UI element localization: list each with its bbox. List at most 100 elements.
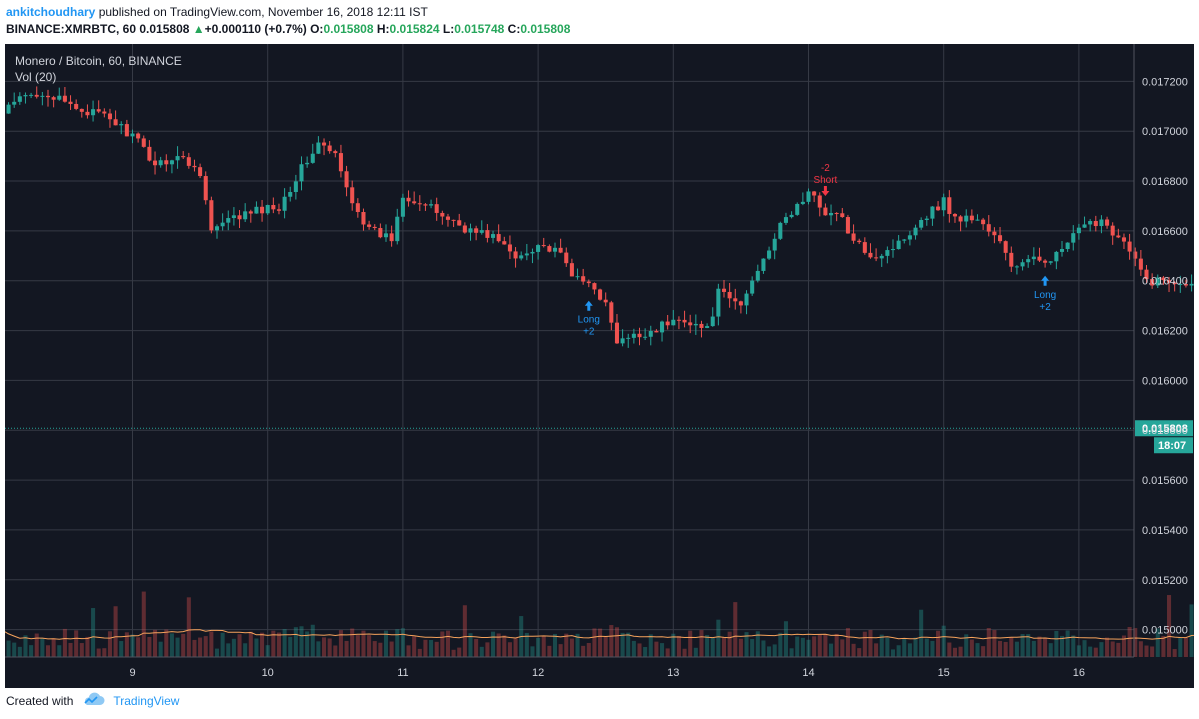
candle-body xyxy=(293,181,298,193)
candle-body xyxy=(1059,249,1065,252)
volume-bar xyxy=(767,646,772,657)
volume-bar xyxy=(322,637,327,657)
y-tick-label: 0.015400 xyxy=(1142,525,1188,537)
created-with-text: Created with xyxy=(6,693,74,708)
x-tick-label: 9 xyxy=(129,667,135,679)
candle-body xyxy=(874,257,879,259)
price-axis[interactable]: 0.015000 0.015200 0.015400 0.015600 0.015800… xyxy=(1133,44,1188,657)
volume-bar xyxy=(169,633,174,657)
volume-bar xyxy=(1116,642,1121,657)
candle-body xyxy=(851,233,856,241)
volume-bar xyxy=(1031,640,1036,657)
volume-bar xyxy=(603,636,608,657)
candle-body xyxy=(654,330,659,333)
candle-body xyxy=(986,224,991,232)
volume-bar xyxy=(541,635,546,657)
candle-body xyxy=(547,246,552,252)
volume-bar xyxy=(721,637,727,657)
candle-body xyxy=(136,133,141,139)
volume-bar xyxy=(981,646,986,657)
candle-body xyxy=(23,95,28,97)
candle-body xyxy=(564,252,569,264)
volume-bar xyxy=(547,645,552,657)
candle-body xyxy=(919,220,924,228)
time-axis[interactable]: 9 10 11 12 13 14 15 16 xyxy=(5,656,1134,679)
volume-bar xyxy=(1172,649,1177,657)
candle-body xyxy=(783,217,788,223)
volume-bar xyxy=(507,642,512,657)
volume-bar xyxy=(705,635,710,657)
volume-bar xyxy=(23,635,28,657)
legend-title: Monero / Bitcoin, 60, BINANCE xyxy=(15,54,182,68)
candle-body xyxy=(248,211,253,214)
candle-body xyxy=(981,219,986,225)
volume-bar xyxy=(778,632,783,657)
candle-body xyxy=(457,220,462,226)
candle-body xyxy=(355,203,360,213)
countdown-label: 18:07 xyxy=(1158,440,1186,452)
candle-body xyxy=(721,288,727,292)
candle-body xyxy=(693,323,698,326)
volume-bar xyxy=(631,640,636,657)
candle-body xyxy=(575,276,580,278)
volume-bar xyxy=(851,643,856,657)
candle-body xyxy=(406,197,411,202)
candle-body xyxy=(147,146,152,161)
candle-body xyxy=(1144,269,1149,280)
candle-body xyxy=(45,95,51,98)
volume-bar xyxy=(755,631,760,657)
long-signal-amount: +2 xyxy=(1039,302,1051,313)
candle-body xyxy=(890,249,896,251)
volume-bar xyxy=(175,637,180,657)
candle-body xyxy=(367,224,372,227)
tradingview-brand-link[interactable]: TradingView xyxy=(113,693,180,708)
candle-body xyxy=(124,124,129,137)
candle-body xyxy=(96,109,101,112)
candle-body xyxy=(569,263,574,277)
volume-bar xyxy=(254,638,259,657)
candle-body xyxy=(868,252,873,258)
author-link[interactable]: ankitchoudhary xyxy=(6,5,96,19)
volume-bar xyxy=(936,630,941,657)
volume-bar xyxy=(293,627,298,657)
symbol-label: BINANCE:XMRBTC, 60 xyxy=(6,22,137,36)
candle-body xyxy=(226,218,231,223)
volume-bar xyxy=(823,634,828,657)
volume-bar xyxy=(817,634,822,657)
volume-bar xyxy=(34,633,39,657)
volume-bar xyxy=(1138,641,1143,657)
volume-bar xyxy=(29,645,34,657)
volume-bar xyxy=(305,631,310,657)
volume-bar xyxy=(919,609,924,657)
y-tick-label: 0.015200 xyxy=(1142,575,1188,587)
volume-bar xyxy=(716,619,721,657)
candle-body xyxy=(688,322,693,326)
candle-body xyxy=(203,176,208,201)
candle-body xyxy=(913,227,918,236)
volume-bar xyxy=(569,638,574,657)
x-tick-label: 10 xyxy=(262,667,274,679)
candle-body xyxy=(79,108,84,112)
volume-bar xyxy=(434,641,439,657)
volume-bar xyxy=(40,638,45,657)
volume-bar xyxy=(445,630,450,657)
volume-bar xyxy=(536,637,541,657)
candle-body xyxy=(1065,242,1070,250)
candle-body xyxy=(361,212,366,225)
candle-body xyxy=(834,212,839,214)
volume-bar xyxy=(738,638,743,657)
volume-bar xyxy=(930,640,935,657)
last-price: 0.015808 xyxy=(139,22,190,36)
volume-bar xyxy=(969,639,974,657)
candle-body xyxy=(614,322,619,344)
candle-body xyxy=(941,197,946,211)
candle-body xyxy=(496,234,501,242)
volume-bar xyxy=(812,636,817,657)
candle-body xyxy=(350,187,355,204)
volume-bar xyxy=(327,638,332,657)
candle-body xyxy=(1093,221,1098,227)
candle-body xyxy=(947,197,952,214)
candle-body xyxy=(243,211,248,220)
